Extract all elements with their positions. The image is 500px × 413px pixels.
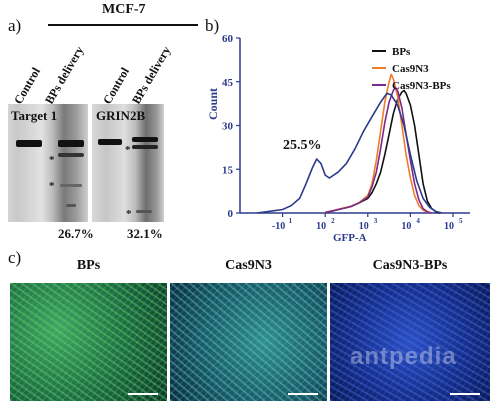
lane-label-bps-1: BPs delivery: [42, 43, 87, 107]
cleavage-marker: *: [49, 154, 55, 166]
lane-label-bps-2: BPs delivery: [129, 43, 174, 107]
legend: BPs Cas9N3 Cas9N3-BPs: [372, 40, 484, 96]
flow-histogram: 0 15 30 45 60 -10 1 10 2 10 3 10 4 10 5: [222, 33, 470, 232]
x-tick-exponent: 4: [416, 217, 420, 225]
legend-swatch: [372, 50, 386, 53]
gel-grin2b-label: GRIN2B: [96, 108, 146, 123]
x-tick-label: -10: [272, 221, 285, 232]
x-tick-exponent: 2: [331, 217, 335, 225]
legend-item-cas9n3: Cas9N3: [372, 59, 429, 77]
series-line-bps: [325, 89, 441, 214]
gel-grin2b: GRIN2B: [92, 104, 164, 222]
x-tick-exponent: 5: [459, 217, 463, 225]
x-axis-label: GFP-A: [333, 232, 367, 244]
y-tick-label: 45: [222, 77, 234, 89]
panel-c-letter: c): [8, 248, 22, 267]
band: [16, 140, 42, 147]
x-tick-label: 10: [359, 221, 369, 232]
scale-bar: [450, 393, 480, 395]
legend-label: Cas9N3-BPs: [392, 80, 451, 92]
lane-label-control-2: Control: [100, 65, 133, 107]
y-tick-label: 15: [222, 164, 234, 176]
legend-swatch: [372, 67, 386, 70]
band: [60, 184, 82, 187]
band: [58, 140, 84, 147]
lane-label-control-1: Control: [11, 65, 44, 107]
legend-swatch: [372, 84, 386, 87]
y-tick-label: 60: [222, 33, 234, 45]
band: [132, 137, 158, 142]
y-tick-label: 30: [222, 121, 234, 133]
panel-a-letter: a): [8, 16, 22, 35]
gel-target1-label: Target 1: [11, 108, 58, 123]
editing-percent-target1: 26.7%: [58, 226, 94, 241]
legend-label: BPs: [392, 46, 411, 58]
series-line-unlabeled-3: [256, 92, 443, 214]
cleavage-marker: *: [126, 208, 132, 220]
scale-bar: [128, 393, 158, 395]
x-tick-exponent: 3: [374, 217, 378, 225]
band: [58, 153, 84, 157]
cleavage-marker: *: [125, 144, 131, 156]
panel-b-letter: b): [205, 16, 220, 35]
legend-item-cas9n3-bps: Cas9N3-BPs: [372, 76, 451, 94]
editing-percent-grin2b: 32.1%: [127, 226, 163, 241]
annotation-percent: 25.5%: [283, 138, 322, 153]
cleavage-marker: *: [49, 180, 55, 192]
cell-line-label: MCF-7: [102, 2, 146, 17]
band: [136, 210, 152, 213]
micro-title-cas9n3: Cas9N3: [225, 258, 272, 273]
x-tick-label: 10: [401, 221, 411, 232]
micrograph-cas9n3-bps: antpedia: [330, 283, 490, 401]
watermark: antpedia: [350, 343, 457, 370]
micro-title-cas9n3-bps: Cas9N3-BPs: [372, 258, 448, 273]
scale-bar: [288, 393, 318, 395]
micro-title-bps: BPs: [76, 258, 101, 273]
y-axis-label: Count: [206, 87, 220, 120]
x-tick-label: 10: [444, 221, 454, 232]
gel-target1: Target 1: [8, 104, 88, 222]
y-tick-label: 0: [228, 208, 234, 220]
micrograph-cas9n3: [170, 283, 327, 401]
legend-item-bps: BPs: [372, 42, 410, 60]
cell-line-underline: [48, 24, 198, 26]
x-tick-label: 10: [316, 221, 326, 232]
legend-label: Cas9N3: [392, 63, 429, 75]
x-tick-exponent: 1: [289, 217, 293, 225]
band: [132, 145, 158, 149]
band: [66, 204, 76, 207]
band: [98, 139, 122, 145]
micrograph-bps: [10, 283, 167, 401]
